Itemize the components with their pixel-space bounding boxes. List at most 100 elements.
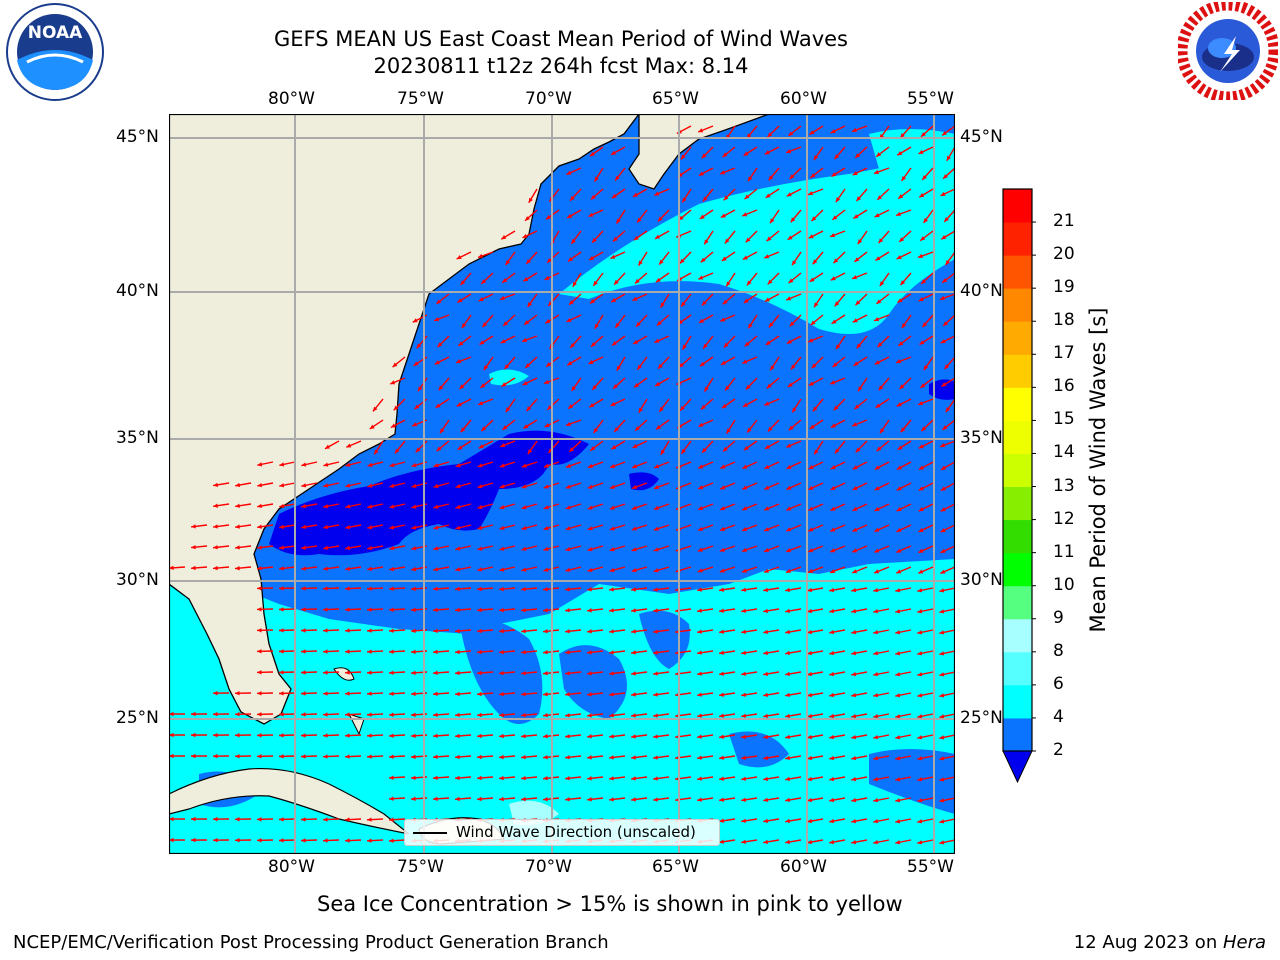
- colorbar-tick-label: 9: [1053, 607, 1064, 628]
- wind-arrow: [212, 732, 230, 738]
- wind-arrow: [611, 335, 626, 346]
- wind-arrow: [366, 607, 384, 612]
- wind-arrow: [459, 272, 472, 286]
- wind-arrow: [433, 482, 450, 489]
- wind-arrow: [499, 545, 516, 551]
- wind-arrow: [499, 566, 516, 572]
- wind-arrow: [631, 629, 648, 634]
- wind-arrow: [566, 167, 582, 176]
- wind-arrow: [900, 419, 912, 433]
- wind-arrow: [634, 272, 648, 285]
- wind-arrow: [546, 398, 560, 411]
- wind-arrow: [616, 356, 626, 372]
- lon-label-top: 60°W: [780, 89, 827, 109]
- wind-arrow: [764, 482, 780, 491]
- svg-text:NOAA: NOAA: [28, 23, 83, 43]
- wind-arrow: [918, 524, 934, 533]
- colorbar-segment: [1003, 255, 1032, 289]
- wind-arrow: [895, 734, 912, 740]
- wind-arrow: [256, 754, 274, 759]
- wind-arrow: [719, 755, 736, 760]
- wind-arrow: [742, 398, 758, 408]
- colorbar-segment: [1003, 486, 1032, 521]
- colorbar-segment: [1003, 618, 1032, 653]
- wind-arrow: [699, 356, 714, 367]
- wind-arrow: [344, 586, 362, 591]
- wind-arrow: [505, 398, 516, 413]
- wind-arrow: [763, 524, 780, 532]
- wind-arrow: [439, 419, 450, 434]
- wind-arrow: [939, 650, 955, 656]
- wind-arrow: [587, 524, 604, 531]
- wind-arrow: [741, 482, 758, 490]
- wind-arrow: [702, 188, 714, 202]
- wind-arrow: [813, 293, 824, 308]
- wind-arrow: [213, 524, 230, 529]
- wind-arrow: [367, 482, 384, 488]
- lat-label-right: 35°N: [960, 428, 1003, 448]
- wind-arrow: [612, 230, 626, 243]
- sea-cyan-south: [169, 559, 955, 854]
- wind-arrow: [612, 377, 626, 390]
- wind-arrow: [169, 711, 186, 717]
- wind-arrow: [741, 671, 758, 676]
- wind-arrow: [895, 797, 912, 803]
- wind-arrow: [939, 755, 955, 761]
- wind-arrow: [830, 125, 846, 134]
- wind-arrow: [808, 230, 824, 239]
- colorbar: [1002, 188, 1036, 784]
- wind-arrow: [565, 650, 582, 655]
- wind-arrow: [476, 775, 494, 781]
- colorbar-tick-label: 12: [1053, 508, 1075, 529]
- wind-arrow: [212, 753, 230, 759]
- wind-arrow: [499, 670, 516, 676]
- wind-arrow: [896, 251, 912, 260]
- wind-arrow: [742, 461, 758, 470]
- wind-arrow: [388, 775, 406, 780]
- wind-arrow: [766, 230, 780, 242]
- wind-arrow: [700, 251, 714, 263]
- wind-arrow: [719, 629, 736, 634]
- wind-arrow: [301, 566, 318, 571]
- wind-arrow: [634, 419, 648, 432]
- wind-arrow: [831, 167, 846, 178]
- wind-arrow: [656, 314, 670, 327]
- wind-arrow: [565, 671, 582, 676]
- wind-arrow: [631, 461, 648, 469]
- wind-arrow: [631, 524, 648, 531]
- wind-arrow: [433, 503, 450, 509]
- wind-arrow: [939, 671, 955, 677]
- wind-arrow: [587, 566, 604, 573]
- wind-arrow: [455, 545, 472, 551]
- wind-arrow: [566, 209, 582, 219]
- wind-arrow: [521, 712, 538, 718]
- wind-arrow: [279, 545, 296, 550]
- wind-arrow: [831, 314, 846, 325]
- wind-arrow: [323, 566, 340, 571]
- wind-arrow: [942, 314, 955, 327]
- wind-arrow: [873, 314, 890, 322]
- sea-ice-note: Sea Ice Concentration > 15% is shown in …: [317, 892, 903, 916]
- wind-arrow: [807, 650, 824, 656]
- wind-arrow: [653, 461, 670, 469]
- wind-arrow: [719, 545, 736, 552]
- lon-label-top: 70°W: [525, 89, 572, 109]
- wind-arrow: [653, 587, 670, 592]
- wind-arrow: [918, 503, 934, 512]
- wind-arrow: [212, 837, 230, 843]
- wind-arrow: [322, 628, 340, 633]
- wind-arrow: [591, 377, 604, 391]
- wind-arrow: [521, 461, 538, 468]
- wind-arrow: [522, 272, 538, 282]
- wind-arrow: [741, 776, 758, 781]
- wind-arrow: [719, 734, 736, 739]
- wind-arrow: [455, 566, 472, 572]
- wind-arrow: [190, 753, 208, 759]
- wind-arrow: [345, 503, 362, 509]
- wind-arrow: [809, 272, 824, 283]
- wind-arrow: [741, 839, 758, 844]
- wind-arrow: [344, 712, 362, 717]
- wind-arrow: [763, 734, 780, 739]
- wind-arrow: [829, 755, 846, 761]
- wind-arrow: [697, 482, 714, 490]
